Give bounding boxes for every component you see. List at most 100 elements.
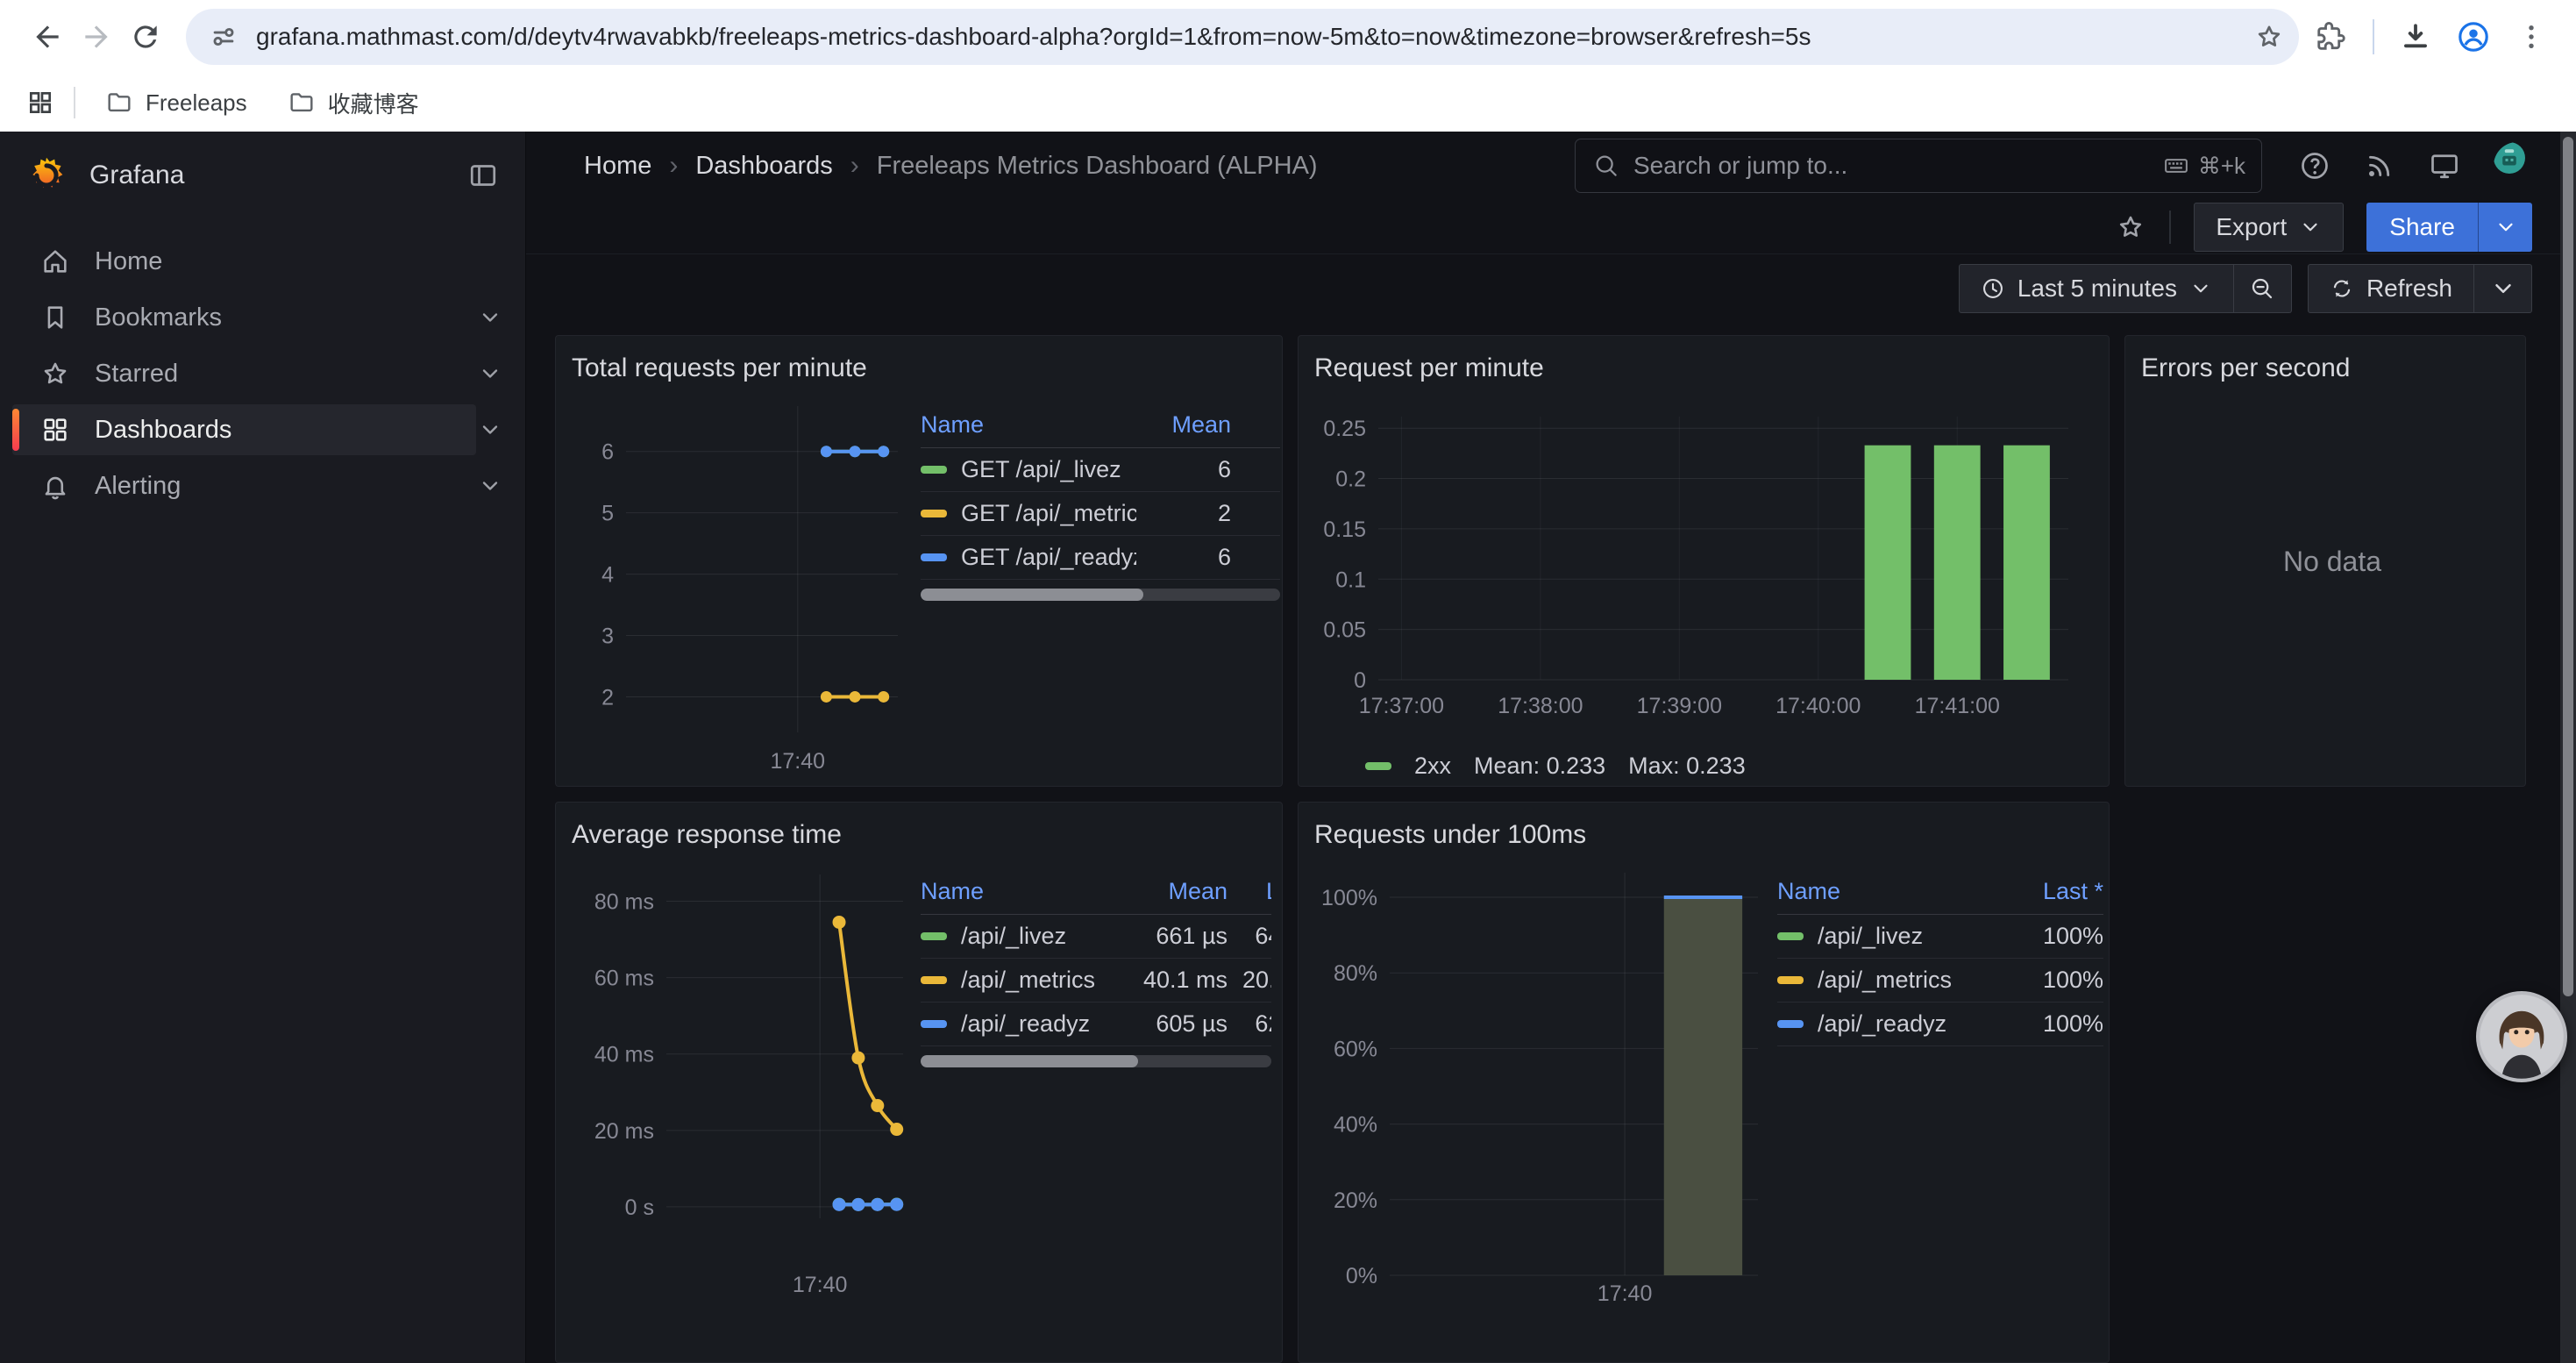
brand-name[interactable]: Grafana <box>89 161 185 189</box>
legend-column-mean[interactable]: Mean <box>1171 411 1231 439</box>
series-name[interactable]: GET /api/_livez <box>921 456 1136 483</box>
back-button[interactable] <box>23 12 72 61</box>
share-menu-button[interactable] <box>2478 202 2532 252</box>
page-scrollbar[interactable] <box>2560 132 2576 1363</box>
sidebar-item-dashboards[interactable]: Dashboards <box>0 402 525 458</box>
time-range-button[interactable]: Last 5 minutes <box>1958 263 2234 313</box>
browser-menu-icon[interactable] <box>2515 20 2548 54</box>
sidebar-nav: Home Bookmarks Starred Dashboards Alerting <box>0 219 525 514</box>
sidebar-item-label: Home <box>95 246 163 275</box>
grafana-main: Home › Dashboards › Freeleaps Metrics Da… <box>526 132 2576 1363</box>
breadcrumb-home[interactable]: Home <box>584 151 652 180</box>
sidebar-item-home[interactable]: Home <box>0 233 525 289</box>
download-icon[interactable] <box>2399 20 2432 54</box>
series-name[interactable]: /api/_metrics <box>921 967 1121 994</box>
search-input[interactable]: Search or jump to... ⌘+k <box>1575 139 2262 194</box>
export-button[interactable]: Export <box>2194 202 2345 252</box>
series-name[interactable]: GET /api/_metrics <box>921 500 1136 527</box>
help-icon[interactable] <box>2299 150 2330 182</box>
news-rss-icon[interactable] <box>2364 150 2395 182</box>
top-header: Home › Dashboards › Freeleaps Metrics Da… <box>526 132 2576 200</box>
legend-column-last[interactable]: Last * <box>1228 878 1271 905</box>
scrollbar-thumb[interactable] <box>2563 137 2573 996</box>
share-button[interactable]: Share <box>2366 202 2478 252</box>
legend-row[interactable]: /api/_livez 661 µs 646 µs <box>921 915 1271 960</box>
series-name[interactable]: 2xx <box>1414 753 1452 780</box>
panel-average-response-time[interactable]: Average response time 80 ms 60 ms 40 ms 20 … <box>555 802 1283 1363</box>
svg-text:17:40: 17:40 <box>793 1273 848 1297</box>
legend-row[interactable]: /api/_readyz 605 µs 620 µs <box>921 1003 1271 1047</box>
bookmark-folder-freeleaps[interactable]: Freeleaps <box>95 83 258 122</box>
chevron-down-icon[interactable] <box>478 417 502 442</box>
site-settings-icon[interactable] <box>209 22 238 52</box>
header-icons <box>2299 142 2541 189</box>
refresh-button[interactable]: Refresh <box>2307 263 2474 313</box>
legend-column-mean[interactable]: Mean <box>1168 878 1228 905</box>
legend-column-name[interactable]: Name <box>1777 878 1841 905</box>
breadcrumb-dashboards[interactable]: Dashboards <box>695 151 833 180</box>
series-value: 100% <box>2042 923 2103 950</box>
legend-row[interactable]: /api/_livez 100% <box>1777 915 2103 960</box>
legend-row[interactable]: GET /api/_metrics 2 <box>921 492 1280 537</box>
panel-request-per-minute[interactable]: Request per minute 0 0.05 0.1 0.15 0.2 0.25 17… <box>1298 335 2110 788</box>
sidebar-item-bookmarks[interactable]: Bookmarks <box>0 289 525 346</box>
panel-errors-per-second[interactable]: Errors per second No data <box>2124 335 2526 788</box>
legend-column-name[interactable]: Name <box>921 411 985 439</box>
profile-icon[interactable] <box>2457 20 2490 54</box>
panel-total-requests-per-minute[interactable]: Total requests per minute 6 5 4 3 2 17:40 Nam… <box>555 335 1283 788</box>
chevron-down-icon[interactable] <box>478 474 502 498</box>
series-name[interactable]: /api/_readyz <box>921 1010 1121 1038</box>
zoom-out-button[interactable] <box>2233 263 2292 313</box>
refresh-interval-button[interactable] <box>2474 263 2532 313</box>
svg-text:60 ms: 60 ms <box>594 967 654 991</box>
legend-header: Name Mean <box>921 403 1280 449</box>
address-bar[interactable]: grafana.mathmast.com/d/deytv4rwavabkb/fr… <box>186 9 2299 65</box>
svg-text:17:37:00: 17:37:00 <box>1359 694 1444 718</box>
bookmark-folder-blogs[interactable]: 收藏博客 <box>277 82 430 125</box>
favorite-star-icon[interactable] <box>2115 211 2146 243</box>
panel-title[interactable]: Request per minute <box>1314 353 1544 383</box>
chevron-down-icon <box>2498 223 2513 231</box>
chevron-down-icon[interactable] <box>478 305 502 330</box>
series-name[interactable]: GET /api/_readyz <box>921 544 1136 571</box>
svg-text:0.1: 0.1 <box>1335 567 1366 592</box>
legend-scrollbar[interactable] <box>921 1055 1271 1068</box>
dock-sidebar-icon[interactable] <box>467 160 499 191</box>
zoom-out-icon <box>2252 278 2273 298</box>
bookmarks-bar: Freeleaps 收藏博客 <box>0 74 2576 132</box>
chevron-down-icon[interactable] <box>478 361 502 386</box>
legend-header: Name MeanLast * <box>921 869 1271 916</box>
legend-row[interactable]: /api/_readyz 100% <box>1777 1003 2103 1047</box>
legend-row[interactable]: GET /api/_readyz 6 <box>921 536 1280 581</box>
reload-button[interactable] <box>121 12 170 61</box>
extensions-icon[interactable] <box>2315 20 2348 54</box>
panel-title[interactable]: Errors per second <box>2141 353 2351 383</box>
legend-row[interactable]: GET /api/_livez 6 <box>921 448 1280 493</box>
panel-title[interactable]: Requests under 100ms <box>1314 820 1587 850</box>
legend-column-last[interactable]: Last * <box>2042 878 2103 905</box>
sidebar-item-alerting[interactable]: Alerting <box>0 458 525 514</box>
panel-title[interactable]: Total requests per minute <box>572 353 867 383</box>
legend-column-name[interactable]: Name <box>921 878 985 905</box>
series-swatch-icon <box>1777 1020 1804 1029</box>
series-swatch-icon <box>921 510 947 518</box>
bookmark-star-icon[interactable] <box>2253 21 2285 53</box>
series-name[interactable]: /api/_livez <box>921 923 1121 950</box>
screen-share-icon[interactable] <box>2429 150 2460 182</box>
series-name[interactable]: /api/_metrics <box>1777 967 2000 994</box>
legend-scrollbar[interactable] <box>921 589 1280 602</box>
user-avatar[interactable] <box>2494 142 2541 189</box>
panel-requests-under-100ms[interactable]: Requests under 100ms 0% 20% 40% 60% 80% 100% 1… <box>1298 802 2110 1363</box>
series-value: 100% <box>2042 1010 2103 1038</box>
floating-assistant-avatar[interactable] <box>2476 991 2567 1082</box>
panel-title[interactable]: Average response time <box>572 820 842 850</box>
legend-row[interactable]: /api/_metrics 100% <box>1777 959 2103 1003</box>
url-text[interactable]: grafana.mathmast.com/d/deytv4rwavabkb/fr… <box>256 23 1811 50</box>
legend-row[interactable]: /api/_metrics 40.1 ms 20.5 ms <box>921 959 1271 1003</box>
series-name[interactable]: /api/_readyz <box>1777 1010 2000 1038</box>
sidebar-item-starred[interactable]: Starred <box>0 346 525 402</box>
forward-button[interactable] <box>72 12 121 61</box>
series-name[interactable]: /api/_livez <box>1777 923 2000 950</box>
apps-grid-icon[interactable] <box>26 89 54 117</box>
grafana-logo[interactable] <box>26 155 67 196</box>
